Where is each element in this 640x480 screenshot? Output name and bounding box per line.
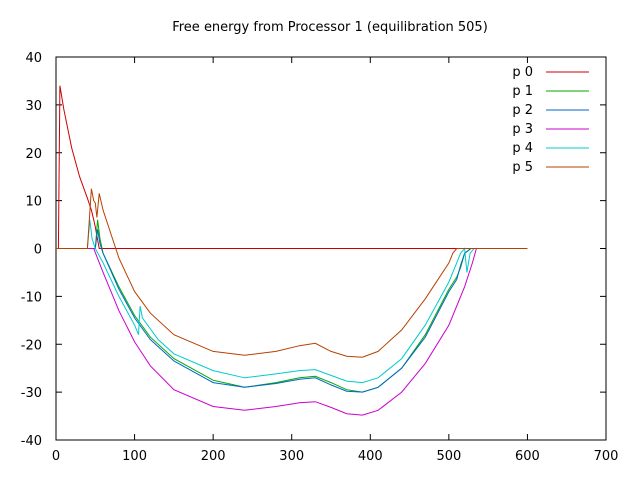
y-tick-label: 30 [25,99,42,114]
y-tick-label: 20 [25,147,42,162]
legend: p 0 p 1 p 2 p 3 p 4 p 5 [512,65,589,175]
chart-title: Free energy from Processor 1 (equilibrat… [172,20,488,35]
legend-label: p 1 [512,84,533,99]
x-tick-label: 600 [515,449,540,464]
series-line-p5 [56,188,528,358]
legend-label: p 5 [512,160,533,175]
y-tick-label: -40 [21,434,42,449]
x-tick-label: 200 [201,449,226,464]
x-tick-label: 0 [52,449,60,464]
x-tick-label: 400 [358,449,383,464]
x-tick-label: 700 [594,449,619,464]
y-tick-label: 0 [34,243,42,258]
y-tick-label: -30 [21,386,42,401]
legend-label: p 4 [512,141,533,156]
x-tick-label: 100 [122,449,147,464]
series-line-p2 [56,229,528,393]
series-line-p3 [56,248,528,416]
x-tick-label: 300 [279,449,304,464]
series-line-p4 [56,219,528,384]
series-lines [56,85,528,416]
y-tick-label: 40 [25,51,42,66]
y-tick-label: 10 [25,195,42,210]
legend-label: p 3 [512,122,533,137]
legend-label: p 0 [512,65,533,80]
legend-label: p 2 [512,103,533,118]
y-tick-label: -10 [21,290,42,305]
axis-ticks: 0 100 200 300 400 500 600 700 -40 -30 -20 -10 0 10 20 3… [21,51,619,464]
series-line-p0 [56,85,528,249]
y-tick-label: -20 [21,338,42,353]
x-tick-label: 500 [436,449,461,464]
